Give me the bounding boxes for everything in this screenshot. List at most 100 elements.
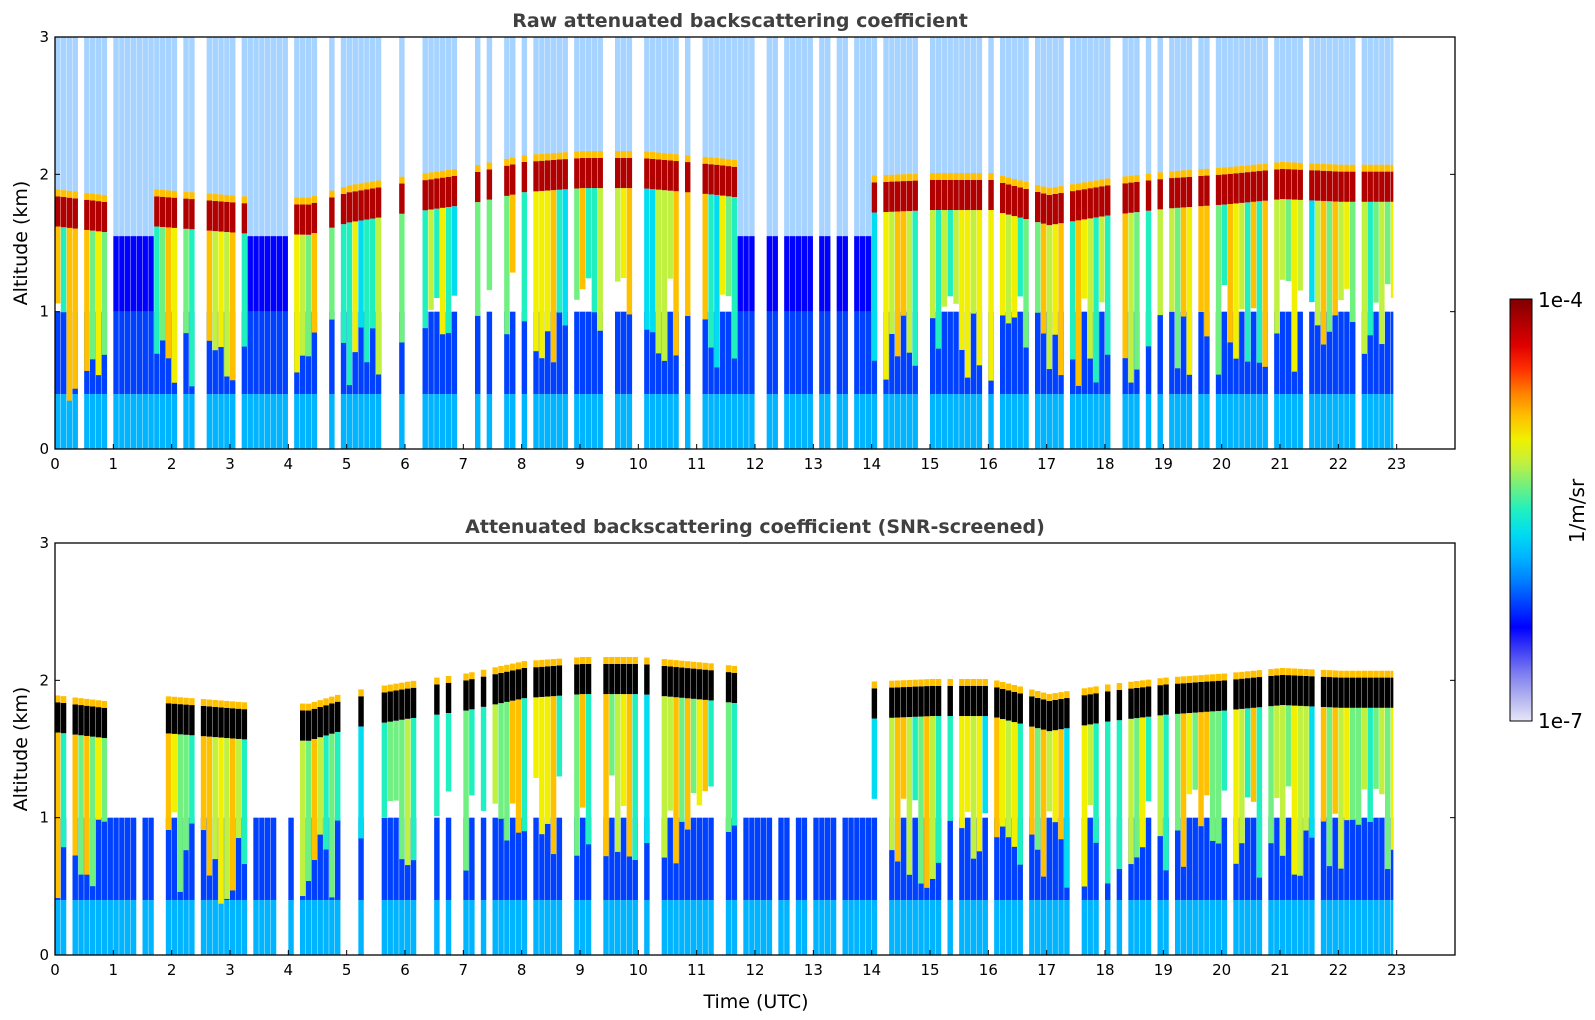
cell [1338, 900, 1344, 955]
cell [218, 737, 224, 904]
cell [1309, 311, 1315, 395]
profile-column [1332, 37, 1338, 449]
cell [708, 817, 714, 901]
cell [1011, 394, 1018, 449]
cell [445, 37, 452, 170]
cell [1338, 311, 1344, 395]
cell [994, 817, 1000, 901]
cell [358, 900, 364, 955]
chart-title: Attenuated backscattering coefficient (S… [465, 516, 1045, 538]
cell [1390, 900, 1394, 955]
cell [1256, 900, 1263, 955]
cell [807, 236, 813, 312]
cell [842, 900, 848, 955]
cell [1245, 172, 1251, 203]
profile-column [603, 656, 609, 955]
cell [749, 236, 755, 312]
cell [1309, 394, 1315, 449]
cell [714, 157, 720, 165]
cell [935, 394, 942, 449]
cell [1093, 187, 1099, 218]
cell [585, 37, 592, 151]
cell [422, 311, 428, 395]
cell [1245, 708, 1251, 798]
cell [428, 179, 434, 210]
cell [1332, 677, 1338, 708]
cell [556, 152, 563, 160]
cell [860, 394, 866, 449]
cell [1245, 37, 1251, 166]
cell [1338, 171, 1344, 202]
cell [795, 817, 802, 901]
profile-column [1303, 669, 1309, 955]
cell [1250, 164, 1257, 172]
cell [836, 37, 843, 237]
cell [1280, 900, 1286, 955]
cell [335, 817, 341, 901]
y-tick-label: 1 [39, 303, 49, 321]
cell [160, 226, 166, 341]
cell [743, 817, 749, 901]
cell [1320, 394, 1327, 449]
cell [387, 817, 393, 901]
cell [253, 311, 259, 395]
cell [883, 37, 889, 175]
x-tick-label: 18 [1095, 961, 1114, 979]
profile-column [1326, 670, 1333, 955]
cell [410, 687, 417, 718]
cell [276, 311, 283, 395]
cell [1379, 311, 1385, 395]
cell [731, 37, 738, 160]
cell [842, 311, 848, 395]
cell [1285, 900, 1292, 955]
cell [871, 718, 878, 799]
profile-column [556, 37, 563, 449]
cell [1204, 37, 1210, 169]
profile-column [84, 37, 90, 449]
profile-column [1081, 688, 1088, 955]
profile-column [136, 37, 143, 449]
cell [270, 236, 277, 312]
cell [1239, 394, 1245, 449]
profile-column [1052, 37, 1058, 449]
cell [959, 900, 965, 955]
profile-column [1379, 37, 1385, 449]
cell [1081, 311, 1088, 395]
cell [119, 900, 125, 955]
cell [941, 179, 948, 211]
cell [241, 233, 248, 347]
cell [743, 311, 749, 395]
profile-column [1239, 37, 1245, 449]
cell [731, 817, 738, 901]
profile-column [486, 37, 493, 449]
cell [720, 37, 726, 159]
cell [253, 817, 259, 901]
profile-column [171, 37, 178, 449]
cell [1145, 686, 1152, 717]
cell [976, 172, 983, 180]
cell [224, 37, 230, 195]
cell [860, 900, 866, 955]
cell [224, 707, 230, 739]
cell [906, 311, 913, 395]
cell [755, 817, 761, 901]
cell [1379, 900, 1385, 955]
cell [912, 900, 918, 955]
cell [731, 196, 738, 359]
cell [142, 817, 148, 901]
profile-column [982, 678, 988, 955]
cell [580, 188, 586, 290]
profile-column [743, 817, 749, 955]
cell [498, 666, 504, 673]
cell [865, 311, 872, 395]
cell [673, 191, 679, 356]
cell [720, 158, 726, 166]
cell [434, 37, 440, 172]
cell [1221, 817, 1228, 901]
cell [702, 669, 708, 700]
cell [644, 394, 650, 449]
cell [965, 716, 971, 812]
cell [311, 37, 318, 196]
cell [1011, 722, 1018, 847]
cell [889, 174, 895, 182]
